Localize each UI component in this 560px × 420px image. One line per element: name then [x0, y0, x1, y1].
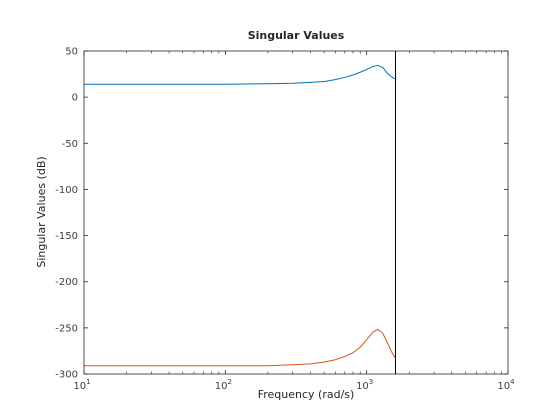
y-axis-label: Singular Values (dB)	[35, 156, 48, 267]
axes-box	[83, 50, 509, 375]
y-tick-label: -50	[62, 139, 78, 150]
x-tick-label: 101	[73, 378, 90, 392]
chart-title: Singular Values	[248, 29, 345, 42]
x-tick-base: 10	[497, 381, 510, 392]
y-tick-label: -100	[55, 185, 78, 196]
series-line-2	[84, 328, 396, 367]
plot-area	[84, 51, 508, 374]
x-tick-exponent: 1	[86, 378, 90, 386]
x-tick-label: 103	[356, 378, 373, 392]
x-tick-exponent: 2	[227, 378, 231, 386]
x-tick-base: 10	[73, 381, 86, 392]
x-tick-base: 10	[356, 381, 369, 392]
x-axis-label: Frequency (rad/s)	[258, 388, 355, 401]
y-tick-label: -150	[55, 231, 78, 242]
y-tick-label: -200	[55, 277, 78, 288]
y-tick-label: -300	[55, 370, 78, 381]
x-tick-label: 104	[497, 378, 515, 392]
x-tick-label: 102	[215, 378, 232, 392]
x-tick-base: 10	[215, 381, 228, 392]
series-line-1	[84, 64, 396, 85]
x-tick-exponent: 4	[510, 378, 515, 386]
series-layer	[84, 64, 396, 367]
y-tick-label: -250	[55, 323, 78, 334]
x-tick-exponent: 3	[369, 378, 373, 386]
y-tick-label: 50	[65, 47, 78, 58]
y-tick-label: 0	[72, 93, 78, 104]
